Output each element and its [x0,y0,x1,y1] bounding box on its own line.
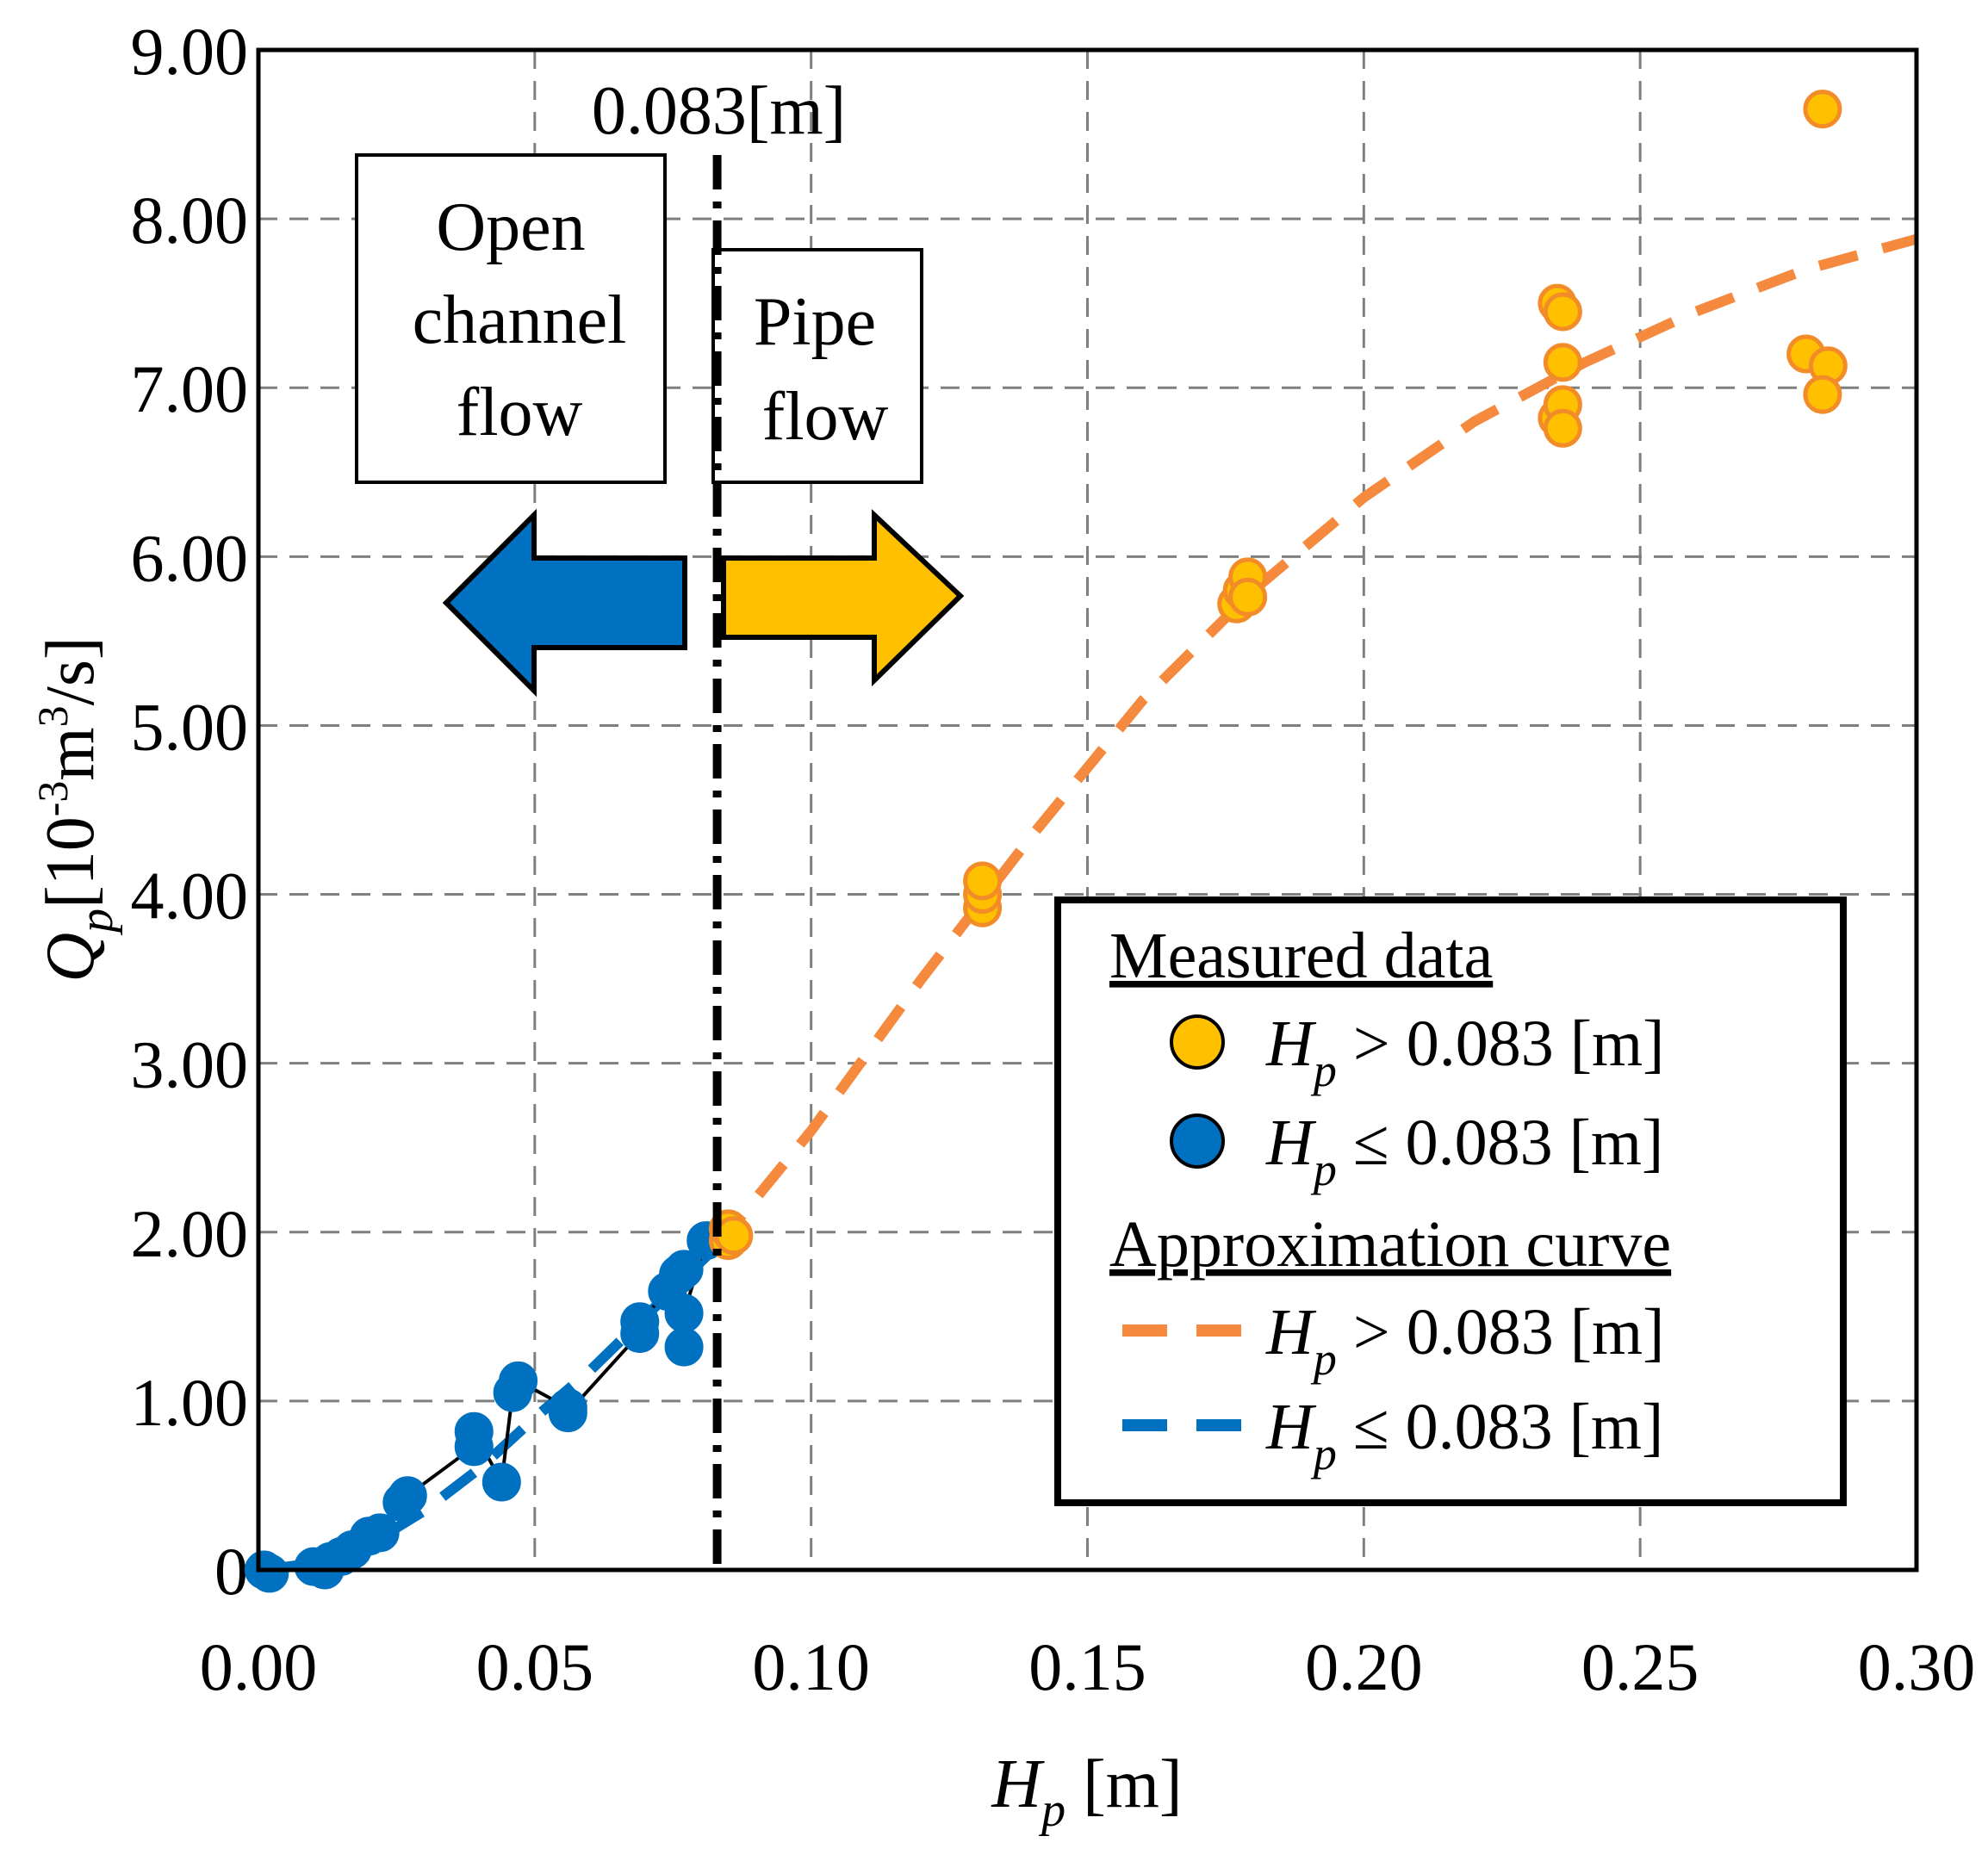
pipe-flow-arrow [721,509,965,687]
pipe-label-2: flow [762,379,889,455]
legend-label-open: Hp ≤ 0.083 [m] [1265,1107,1663,1195]
data-point-open [664,1293,704,1333]
open-channel-data-line [263,1240,708,1575]
legend: Measured data Hp > 0.083 [m] Hp ≤ 0.083 … [1054,896,1847,1506]
x-tick-label: 0.05 [476,1629,594,1704]
data-point-pipe [1543,408,1582,448]
legend-label-pipe: Hp > 0.083 [m] [1265,1008,1664,1096]
open-channel-label-2: channel [413,282,627,358]
y-tick-label: 5.00 [131,689,249,764]
data-point-open [620,1302,660,1342]
y-tick-label: 4.00 [131,859,249,934]
data-point-pipe [1228,577,1268,617]
data-point-pipe [963,861,1003,901]
pipe-label-1: Pipe [754,284,876,360]
y-tick-label: 1.00 [131,1365,249,1440]
y-ticks: 0 1.00 2.00 3.00 4.00 5.00 6.00 7.00 8.00 9.00 [131,14,249,1609]
data-point-open [360,1513,400,1553]
x-tick-label: 0.30 [1858,1629,1976,1704]
y-tick-label: 2.00 [131,1196,249,1271]
data-point-open [388,1476,427,1516]
legend-marker-open [1170,1113,1225,1169]
data-point-pipe [1543,292,1582,332]
legend-box [1054,896,1847,1506]
data-point-open [664,1327,704,1367]
data-point-pipe [1803,375,1842,414]
x-axis-title: Hp [m] [991,1746,1182,1837]
data-point-pipe [1803,90,1842,129]
open-channel-box [355,153,667,484]
legend-measured-title: Measured data [1109,920,1493,992]
series-layer [244,90,1918,1593]
data-point-open [481,1462,521,1502]
open-channel-label-1: Open [436,189,585,265]
y-tick-label: 0 [214,1534,248,1609]
x-tick-label: 0.20 [1305,1629,1423,1704]
approx-curve-pipe [712,233,1918,1250]
x-tick-label: 0.10 [752,1629,870,1704]
legend-label-approx-open: Hp ≤ 0.083 [m] [1265,1391,1663,1479]
threshold-label: 0.083[m] [592,73,847,149]
y-tick-label: 3.00 [131,1027,249,1102]
x-tick-label: 0.25 [1581,1629,1699,1704]
legend-approx-title: Approximation curve [1109,1208,1671,1281]
data-point-pipe [714,1216,754,1256]
x-tick-label: 0.15 [1028,1629,1146,1704]
x-tick-label: 0.00 [200,1629,318,1704]
open-channel-label-3: flow [457,375,583,450]
data-point-open [548,1393,587,1433]
y-tick-label: 8.00 [131,183,249,257]
open-channel-arrow [442,508,687,698]
legend-marker-pipe [1170,1014,1225,1070]
y-tick-label: 9.00 [131,14,249,89]
y-tick-label: 7.00 [131,351,249,426]
data-point-open [499,1361,538,1400]
data-point-open [454,1411,494,1451]
data-point-pipe [1543,343,1582,382]
y-tick-label: 6.00 [131,520,249,595]
x-ticks: 0.00 0.05 0.10 0.15 0.20 0.25 0.30 [200,1629,1976,1704]
y-axis-title: Qp[10-3m3/s] [28,636,123,982]
plot-frame [256,47,1919,1573]
data-point-open [664,1250,704,1289]
legend-label-approx-pipe: Hp > 0.083 [m] [1265,1296,1664,1385]
